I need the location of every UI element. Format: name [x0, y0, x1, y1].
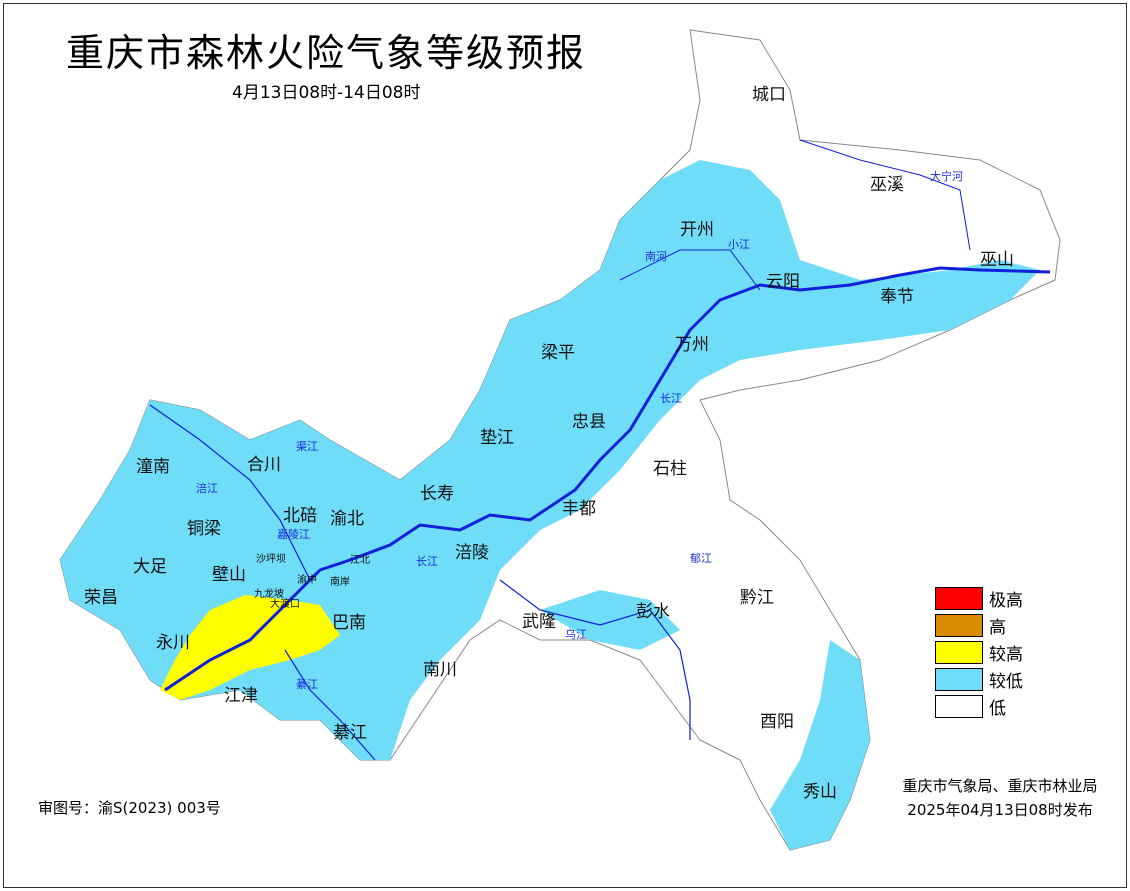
map-approval-number: 审图号：渝S(2023) 003号	[38, 799, 221, 817]
river-label: 乌江	[565, 627, 587, 641]
district-label: 奉节	[880, 287, 914, 307]
river-label: 渠江	[296, 440, 318, 453]
district-label: 武隆	[522, 612, 556, 632]
river-label: 嘉陵江	[277, 527, 310, 541]
legend-swatch	[935, 614, 983, 637]
district-label: 大足	[133, 557, 167, 577]
district-label: 合川	[247, 455, 281, 475]
district-label: 九龙坡	[254, 587, 284, 600]
river-label: 长江	[416, 555, 438, 568]
district-label: 云阳	[766, 272, 800, 292]
district-label: 垫江	[480, 428, 514, 448]
legend-item-higher: 较高	[935, 639, 1023, 666]
jialing-river	[149, 404, 311, 581]
district-label: 长寿	[420, 484, 454, 504]
district-label: 巫山	[980, 250, 1014, 270]
district-label: 开州	[680, 220, 714, 240]
legend: 极高 高 较高 较低 低	[935, 585, 1023, 720]
map-frame	[3, 3, 1127, 888]
district-label: 壁山	[212, 565, 246, 585]
river-label: 郁江	[690, 551, 712, 565]
district-label: 渝北	[330, 509, 364, 529]
qi-river	[284, 649, 376, 761]
district-label: 石柱	[653, 459, 687, 479]
urban-labels: 沙坪坝 九龙坡 大渡口 渝中 江北 南岸	[254, 552, 370, 610]
legend-swatch	[935, 695, 983, 718]
xiao-river	[619, 249, 761, 291]
river-label: 綦江	[296, 678, 318, 691]
legend-label: 极高	[989, 591, 1023, 611]
district-label: 潼南	[136, 457, 170, 477]
issue-time: 2025年04月13日08时发布	[907, 801, 1093, 819]
district-label: 丰都	[562, 499, 596, 519]
district-label: 永川	[156, 633, 190, 653]
legend-label: 低	[989, 699, 1006, 719]
district-label: 万州	[675, 335, 709, 355]
map-title: 重庆市森林火险气象等级预报	[66, 31, 587, 75]
district-label: 江北	[350, 554, 370, 566]
district-label: 綦江	[333, 723, 367, 743]
wu-river	[499, 579, 691, 740]
map-subtitle: 4月13日08时-14日08时	[232, 83, 421, 103]
legend-item-low: 低	[935, 693, 1023, 720]
legend-item-high: 高	[935, 612, 1023, 639]
zone-lower-east	[770, 640, 870, 850]
legend-label: 较高	[989, 645, 1023, 665]
zone-lower-wulong	[540, 590, 680, 650]
district-label: 巴南	[332, 613, 366, 633]
district-label: 沙坪坝	[256, 552, 286, 565]
district-label: 大渡口	[270, 597, 300, 610]
river-label: 大宁河	[930, 169, 963, 183]
district-label: 铜梁	[187, 519, 221, 539]
district-label: 涪陵	[455, 543, 489, 563]
legend-label: 高	[989, 618, 1006, 638]
district-label: 北碚	[283, 506, 317, 526]
yangtze-river	[164, 266, 1051, 692]
legend-swatch	[935, 668, 983, 691]
legend-item-lower: 较低	[935, 666, 1023, 693]
district-label: 梁平	[541, 343, 575, 363]
district-label: 渝中	[297, 573, 317, 586]
district-label: 江津	[224, 686, 258, 706]
district-label: 酉阳	[760, 712, 794, 732]
district-label: 黔江	[740, 588, 774, 608]
district-label: 忠县	[572, 412, 606, 432]
river-labels: 大宁河 南河 小江 长江 涪江 渠江 嘉陵江 长江 乌江 郁江 綦江	[196, 169, 963, 691]
legend-item-extreme: 极高	[935, 585, 1023, 612]
district-label: 城口	[752, 85, 786, 105]
river-label: 涪江	[196, 481, 218, 495]
river-label: 南河	[645, 250, 667, 263]
district-labels: 城口 巫溪 开州 云阳 巫山 奉节 梁平 万州 忠县 垫江 石柱 长寿 丰都 潼…	[84, 85, 1014, 802]
district-label: 荣昌	[84, 588, 118, 608]
legend-swatch	[935, 641, 983, 664]
district-label: 彭水	[636, 602, 670, 622]
issuer-block: 重庆市气象局、重庆市林业局 2025年04月13日08时发布	[880, 775, 1120, 820]
daning-river	[799, 139, 971, 251]
issuer: 重庆市气象局、重庆市林业局	[902, 777, 1098, 795]
district-label: 南川	[423, 660, 457, 680]
district-label: 秀山	[803, 782, 837, 802]
legend-label: 较低	[989, 672, 1023, 692]
river-label: 小江	[728, 238, 750, 251]
river-label: 长江	[660, 392, 682, 405]
legend-swatch	[935, 587, 983, 610]
zone-higher	[160, 595, 340, 700]
district-label: 南岸	[330, 575, 350, 588]
district-label: 巫溪	[870, 175, 904, 195]
